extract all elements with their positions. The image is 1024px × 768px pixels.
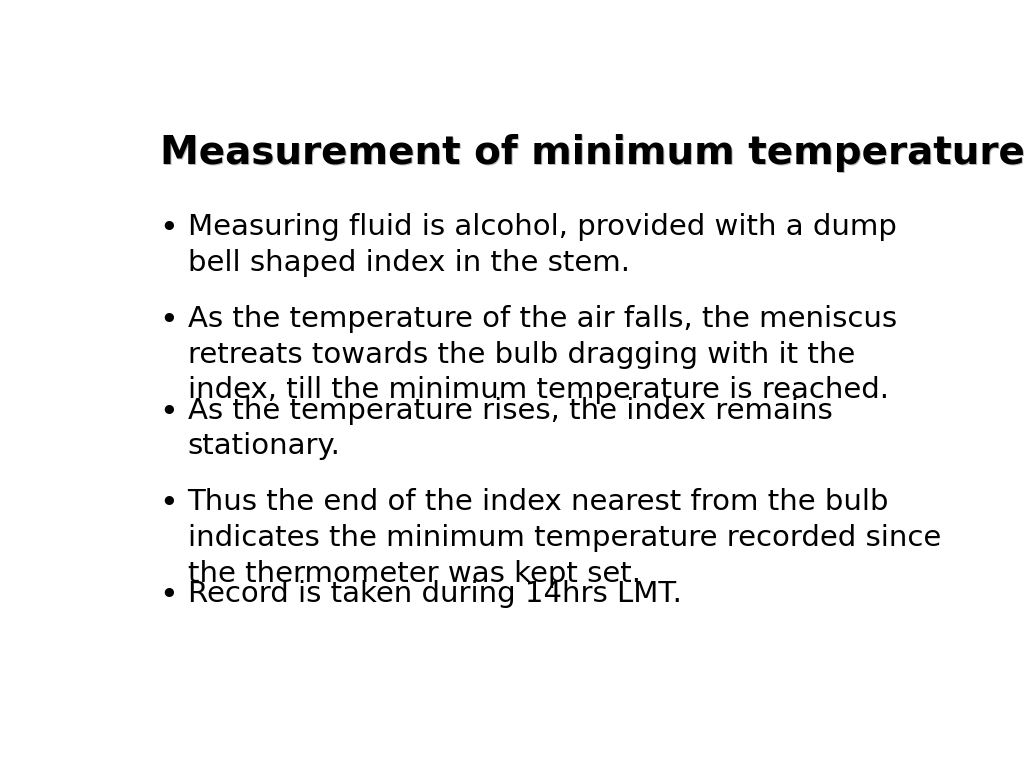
Text: Record is taken during 14hrs LMT.: Record is taken during 14hrs LMT. — [187, 580, 681, 608]
Text: •: • — [160, 305, 178, 336]
Text: •: • — [160, 488, 178, 519]
Text: Measurement of minimum temperature: Measurement of minimum temperature — [160, 134, 1024, 171]
Text: As the temperature of the air falls, the meniscus
retreats towards the bulb drag: As the temperature of the air falls, the… — [187, 305, 897, 405]
Text: •: • — [160, 397, 178, 428]
Text: •: • — [160, 580, 178, 611]
Text: •: • — [160, 214, 178, 244]
Text: Thus the end of the index nearest from the bulb
indicates the minimum temperatur: Thus the end of the index nearest from t… — [187, 488, 941, 588]
Text: As the temperature rises, the index remains
stationary.: As the temperature rises, the index rema… — [187, 397, 833, 460]
Text: Measuring fluid is alcohol, provided with a dump
bell shaped index in the stem.: Measuring fluid is alcohol, provided wit… — [187, 214, 896, 277]
Text: Measurement of minimum temperature: Measurement of minimum temperature — [161, 135, 1024, 174]
